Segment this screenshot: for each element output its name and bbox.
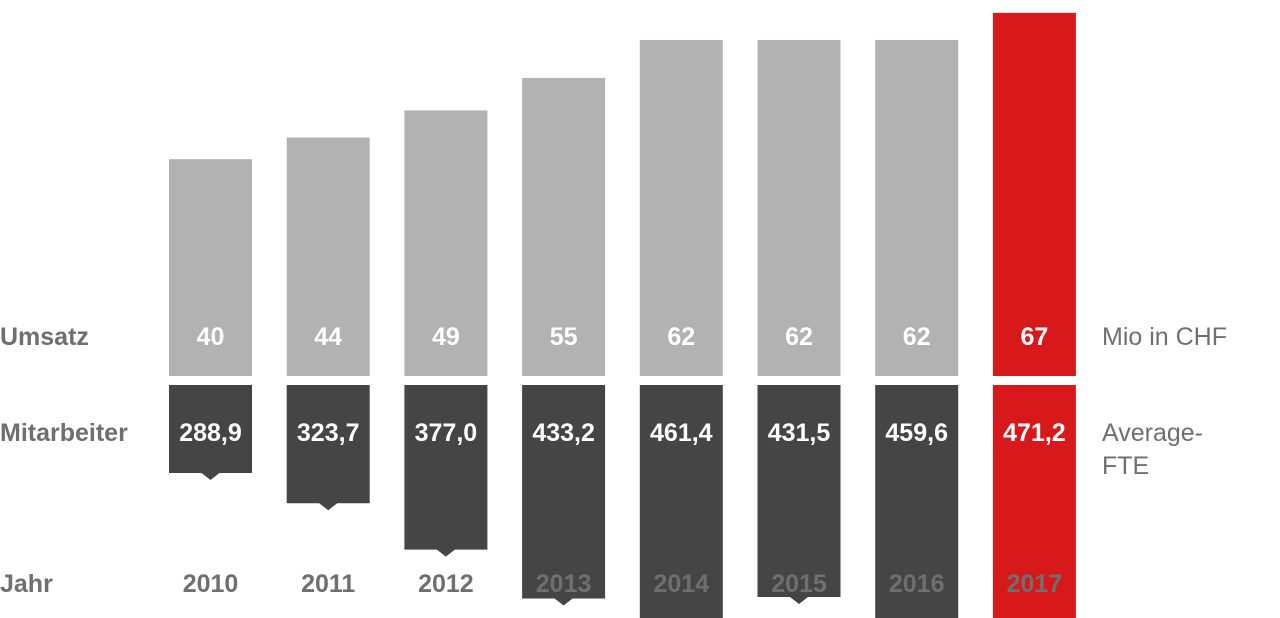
employee-value-2014: 461,4 xyxy=(650,419,713,447)
employee-bar-2017 xyxy=(992,385,1076,618)
revenue-bar-2012 xyxy=(404,110,488,377)
revenue-bars: 40 44 49 55 62 62 62 67 xyxy=(169,12,1076,377)
employee-bar-2016 xyxy=(875,385,959,618)
year-label-2017: 2017 xyxy=(1007,570,1063,598)
employee-value-2010: 288,9 xyxy=(179,419,242,447)
employee-bar-2015 xyxy=(757,385,841,605)
year-label-2016: 2016 xyxy=(889,570,945,598)
employee-bar-2011 xyxy=(286,385,370,511)
year-label-2013: 2013 xyxy=(536,570,592,598)
revenue-bar-2010 xyxy=(169,159,252,376)
revenue-value-2015: 62 xyxy=(785,323,813,351)
employee-bar-2014 xyxy=(639,385,723,618)
employee-value-2011: 323,7 xyxy=(297,419,360,447)
employee-bar-2012 xyxy=(404,385,488,557)
year-label-2015: 2015 xyxy=(771,570,827,598)
employee-value-2012: 377,0 xyxy=(415,419,478,447)
revenue-value-2014: 62 xyxy=(667,323,695,351)
revenue-value-2011: 44 xyxy=(314,323,342,351)
employee-value-2013: 433,2 xyxy=(532,419,595,447)
row-label-revenue: Umsatz xyxy=(0,323,89,351)
revenue-bar-2014 xyxy=(639,39,723,377)
employee-value-2015: 431,5 xyxy=(768,419,831,447)
unit-label-employees-line2: FTE xyxy=(1102,452,1149,480)
year-label-2014: 2014 xyxy=(653,570,709,598)
employee-bars: 288,9 323,7 377,0 433,2 461,4 431,5 459,6 471,2 xyxy=(169,385,1076,618)
year-label-2011: 2011 xyxy=(301,570,355,598)
revenue-value-2013: 55 xyxy=(550,323,578,351)
unit-label-employees-line1: Average- xyxy=(1102,419,1203,447)
year-label-2012: 2012 xyxy=(418,570,474,598)
revenue-bar-2017 xyxy=(992,12,1076,377)
revenue-value-2016: 62 xyxy=(903,323,931,351)
employee-value-2017: 471,2 xyxy=(1003,419,1066,447)
revenue-value-2012: 49 xyxy=(432,323,460,351)
revenue-bar-2013 xyxy=(522,77,606,377)
revenue-value-2017: 67 xyxy=(1020,323,1048,351)
revenue-value-2010: 40 xyxy=(197,323,225,351)
year-labels: 2010 2011 2012 2013 2014 2015 2016 2017 xyxy=(183,570,1063,598)
employee-value-2016: 459,6 xyxy=(885,419,948,447)
revenue-bar-2011 xyxy=(286,137,370,376)
row-label-employees: Mitarbeiter xyxy=(0,419,128,447)
employee-bar-2010 xyxy=(169,385,252,480)
unit-label-revenue: Mio in CHF xyxy=(1102,323,1227,351)
row-label-year: Jahr xyxy=(0,570,53,598)
employee-bar-2013 xyxy=(522,385,606,606)
revenue-bar-2015 xyxy=(757,39,841,377)
year-label-2010: 2010 xyxy=(183,570,239,598)
revenue-bar-2016 xyxy=(875,39,959,377)
